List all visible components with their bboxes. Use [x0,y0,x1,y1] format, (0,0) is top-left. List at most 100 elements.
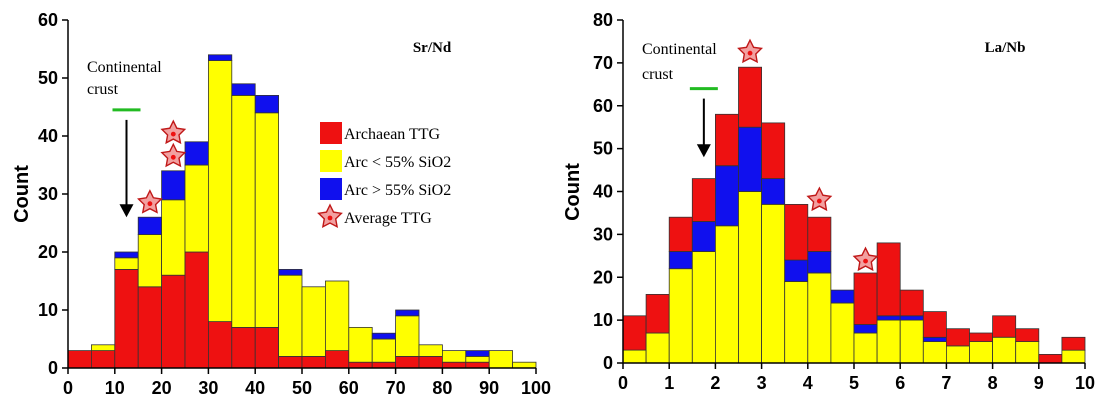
bar-arc-55-sio2 [254,112,279,328]
bar-arc-55-sio2 [114,257,139,270]
bar-archaean-ttg [184,251,209,369]
bar-archaean-ttg [465,361,490,369]
bar-archaean-ttg [946,328,970,347]
bar-arc-55-sio2 [645,332,670,364]
x-tick-label: 80 [432,378,452,398]
continental-crust-arrow-head [119,204,134,218]
x-tick-label: 7 [941,373,951,393]
bar-arc-55-sio2 [853,332,878,364]
bar-archaean-ttg [761,122,786,180]
x-tick-label: 5 [849,373,859,393]
continental-crust-arrow-head [696,144,711,158]
x-tick-label: 10 [105,378,125,398]
average-ttg-star-center [170,154,176,160]
bar-archaean-ttg [853,272,878,325]
bar-archaean-ttg [645,293,670,334]
bar-archaean-ttg [1061,336,1086,351]
bar-arc-55-sio2 [207,60,233,322]
bar-archaean-ttg [395,355,420,369]
bar-arc-55-sio2 [371,338,397,363]
bar-archaean-ttg [622,315,647,351]
bar-archaean-ttg [1015,328,1040,343]
y-tick-label: 60 [593,96,613,116]
y-tick-label: 20 [38,242,58,262]
bar-archaean-ttg [207,321,233,369]
bar-arc-55-sio2 [254,95,279,114]
bar-arc-55-sio2 [301,286,326,357]
x-tick-label: 8 [988,373,998,393]
x-tick-label: 0 [63,378,73,398]
bar-arc-55-sio2 [137,216,162,235]
bar-arc-55-sio2 [161,170,186,201]
y-tick-label: 80 [593,10,613,30]
x-tick-label: 20 [152,378,172,398]
bar-archaean-ttg [691,178,716,222]
panel-title: La/Nb [985,40,1026,56]
x-tick-label: 40 [245,378,265,398]
bar-archaean-ttg [301,355,326,369]
bar-arc-55-sio2 [465,355,490,363]
bar-arc-55-sio2 [418,344,443,357]
y-tick-label: 0 [48,358,58,378]
bar-arc-55-sio2 [761,178,786,205]
bar-arc-55-sio2 [715,165,739,227]
bar-archaean-ttg [418,355,443,369]
bar-archaean-ttg [969,332,994,343]
bar-arc-55-sio2 [184,141,209,166]
bar-archaean-ttg [137,286,162,369]
bar-arc-55-sio2 [876,319,901,364]
bar-arc-55-sio2 [899,319,924,364]
bar-arc-55-sio2 [738,126,763,192]
bar-arc-55-sio2 [488,350,514,369]
legend-label-arc-55-sio2: Arc < 55% SiO2 [344,154,451,171]
bar-archaean-ttg [254,326,279,369]
bar-arc-55-sio2 [922,336,947,342]
x-tick-label: 60 [339,378,359,398]
bar-archaean-ttg [161,274,186,369]
y-tick-label: 10 [593,310,613,330]
y-tick-label: 50 [593,139,613,159]
bar-arc-55-sio2 [395,309,420,317]
bar-archaean-ttg [231,326,256,369]
bar-arc-55-sio2 [668,268,693,364]
bar-arc-55-sio2 [207,54,233,61]
bar-arc-55-sio2 [807,272,832,364]
bar-arc-55-sio2 [231,83,256,96]
bar-arc-55-sio2 [278,268,303,276]
x-tick-label: 4 [803,373,813,393]
x-tick-label: 3 [757,373,767,393]
bar-arc-55-sio2 [876,315,901,321]
bar-archaean-ttg [668,216,693,252]
average-ttg-star-center [147,201,153,207]
bar-arc-55-sio2 [761,203,786,364]
bar-arc-55-sio2 [830,302,855,364]
legend-label-archaean-ttg: Archaean TTG [344,126,441,143]
bar-arc-55-sio2 [622,349,647,364]
bar-archaean-ttg [1038,353,1063,364]
x-tick-label: 6 [895,373,905,393]
bar-arc-55-sio2 [184,164,209,253]
bar-archaean-ttg [738,66,763,128]
x-tick-label: 50 [292,378,312,398]
legend-swatch-arc-55-sio2 [320,178,342,200]
bar-arc-55-sio2 [1061,349,1086,364]
x-tick-label: 2 [710,373,720,393]
y-tick-label: 30 [593,224,613,244]
bar-archaean-ttg [324,350,350,369]
bar-arc-55-sio2 [278,274,303,357]
average-ttg-star-center [747,50,753,56]
bar-archaean-ttg [922,311,947,338]
bar-arc-55-sio2 [324,280,350,351]
y-tick-label: 60 [38,10,58,30]
continental-crust-label: crust [87,81,119,98]
bar-arc-55-sio2 [922,341,947,364]
legend-label-arc-55-sio2: Arc > 55% SiO2 [344,182,451,199]
x-tick-label: 70 [386,378,406,398]
bar-archaean-ttg [992,315,1017,338]
chart-panel-la-nb: 0 10 20 30 40 50 60 70 80 0 1 2 3 4 5 6 7 8 9 10 Count La/Nb C… [562,10,1095,393]
bar-archaean-ttg [876,242,901,317]
bar-arc-55-sio2 [371,332,397,340]
continental-crust-label: Continental [87,59,162,76]
bar-arc-55-sio2 [830,289,855,304]
